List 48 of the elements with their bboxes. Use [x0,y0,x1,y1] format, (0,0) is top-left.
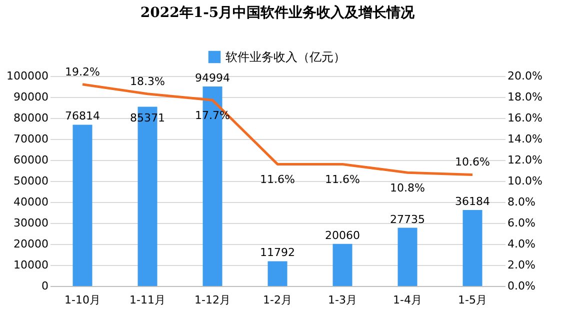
y-tick-label: 100000 [6,70,48,82]
y2-tick-label: 18.0% [508,90,542,104]
x-tick-label: 1-11月 [130,294,166,306]
bar [268,261,288,286]
data-label: 11792 [260,246,295,260]
y2-tick-label: 20.0% [508,70,542,82]
bar [72,124,92,286]
data-label: 27735 [390,212,425,226]
y2-tick-label: 8.0% [508,196,536,208]
data-label: 10.8% [390,182,425,195]
y2-tick-label: 4.0% [508,238,536,250]
data-label: 11.6% [325,173,360,186]
y-tick-label: 50000 [14,174,48,188]
y-tick-label: 0 [42,280,48,292]
data-label: 19.2% [65,65,100,78]
data-label: 20060 [325,228,360,242]
x-tick-label: 1-10月 [64,294,100,306]
y2-tick-label: 12.0% [508,154,542,166]
x-tick-label: 1-12月 [194,294,230,306]
x-tick-label: 1-3月 [328,294,357,306]
x-tick-label: 1-4月 [393,294,422,306]
y2-tick-label: 16.0% [508,112,542,124]
y-tick-label: 20000 [14,238,48,250]
data-label: 10.6% [455,156,490,169]
y-tick-label: 60000 [14,154,48,166]
y2-tick-label: 10.0% [508,174,542,188]
chart-title: 2022年1-5月中国软件业务收入及增长情况 [140,5,416,21]
y2-tick-label: 14.0% [508,132,542,146]
y-tick-label: 90000 [14,90,48,104]
y-tick-label: 80000 [14,112,48,124]
y2-tick-label: 0.0% [508,280,536,292]
y-tick-label: 40000 [14,196,48,208]
y-tick-label: 30000 [14,216,48,230]
bar [398,228,418,286]
data-label: 18.3% [130,74,165,88]
x-tick-label: 1-5月 [458,294,487,306]
bar [332,244,352,286]
bar [462,210,482,286]
x-tick-label: 1-2月 [263,294,292,306]
legend-label: 软件业务收入（亿元） [226,50,346,64]
data-label: 94994 [195,72,230,85]
data-label: 11.6% [260,173,295,186]
y-tick-label: 10000 [14,258,48,272]
data-label: 36184 [455,195,490,208]
y2-tick-label: 2.0% [508,258,536,272]
y-tick-label: 70000 [14,132,48,146]
data-label: 76814 [65,110,100,123]
y2-tick-label: 6.0% [508,216,536,230]
